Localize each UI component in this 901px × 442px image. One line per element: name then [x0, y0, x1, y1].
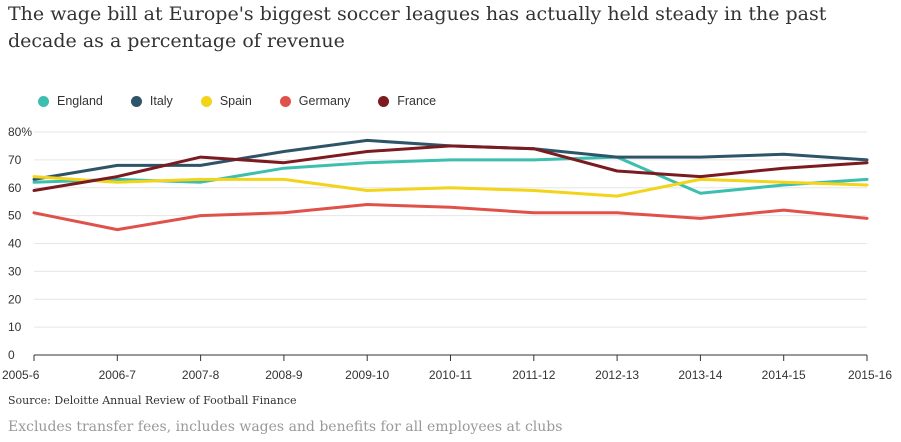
footnote: Excludes transfer fees, includes wages a…: [8, 419, 563, 435]
legend-swatch-france: [378, 95, 390, 107]
x-tick-label: 2007-8: [182, 368, 220, 382]
legend-swatch-italy: [130, 95, 142, 107]
legend-item-france: France: [378, 94, 436, 108]
y-tick-label: 80%: [8, 125, 32, 139]
x-tick-label: 2005-6: [2, 368, 40, 382]
x-axis: 2005-6 2006-7 2007-8 2008-9 2009-10 2010-11 20…: [2, 354, 892, 382]
legend-label: Germany: [298, 94, 351, 108]
series-line-france: [32, 144, 869, 192]
series-line-germany: [32, 203, 869, 232]
x-tick-label: 2006-7: [99, 368, 137, 382]
legend-item-germany: Germany: [279, 94, 351, 108]
x-tick-label: 2013-14: [678, 368, 722, 382]
x-tick-label: 2015-16: [848, 368, 892, 382]
legend-swatch-germany: [279, 95, 291, 107]
y-tick-label: 30: [8, 264, 22, 278]
series-line-spain: [32, 175, 869, 198]
legend-label: France: [397, 94, 437, 108]
legend-label: Spain: [219, 94, 252, 108]
y-tick-label: 50: [8, 209, 22, 223]
source-note: Source: Deloitte Annual Review of Footba…: [8, 394, 297, 407]
legend: England Italy Spain Germany France: [38, 92, 464, 110]
legend-label: England: [57, 94, 103, 108]
y-tick-label: 0: [8, 348, 15, 362]
legend-item-england: England: [38, 94, 103, 108]
legend-label: Italy: [149, 94, 173, 108]
y-tick-label: 40: [8, 237, 22, 251]
y-tick-label: 10: [8, 320, 22, 334]
legend-item-italy: Italy: [130, 94, 173, 108]
x-tick-label: 2011-12: [512, 368, 555, 382]
chart-title: The wage bill at Europe's biggest soccer…: [8, 3, 827, 52]
x-tick-label: 2014-15: [762, 368, 806, 382]
legend-swatch-spain: [200, 95, 212, 107]
y-axis: 0 10 20 30 40 50 60 70 80%: [8, 125, 32, 362]
x-tick-label: 2010-11: [429, 368, 472, 382]
y-tick-label: 20: [8, 292, 22, 306]
series-lines: [32, 138, 869, 232]
legend-swatch-england: [38, 95, 49, 107]
legend-item-spain: Spain: [200, 94, 252, 108]
y-tick-label: 60: [8, 181, 22, 195]
x-tick-label: 2012-13: [595, 368, 639, 382]
x-tick-label: 2009-10: [345, 368, 389, 382]
y-tick-label: 70: [8, 153, 22, 167]
x-tick-label: 2008-9: [265, 368, 303, 382]
